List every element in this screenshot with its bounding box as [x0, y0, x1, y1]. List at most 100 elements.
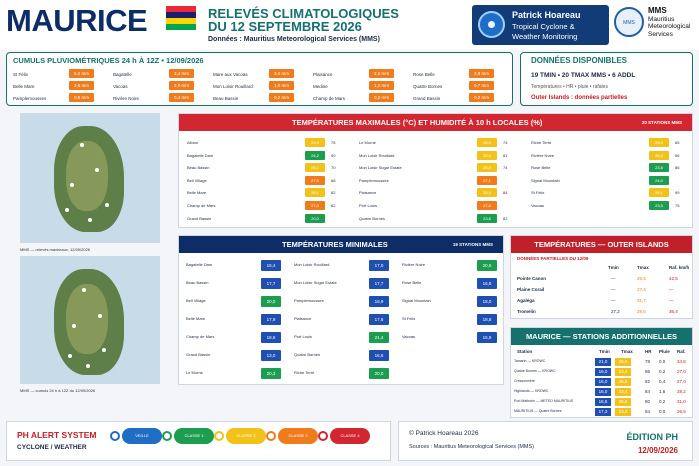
rain-station-name: Plaisance [313, 72, 333, 77]
rain-station-name: Mon Loisir Rouillard [213, 84, 253, 89]
outer-partial: DONNÉES PARTIELLES DU 12/09 [517, 256, 589, 261]
addl-tmax: 23,4 [615, 368, 631, 376]
map-tmax-caption: MMS — relevés maximaux, 12/09/2026 [20, 247, 91, 252]
outer-tmax: 31,7 [637, 298, 646, 303]
addl-tmax: 23,2 [615, 408, 631, 416]
addl-station-name: Quatre Bornes — KROWC [514, 369, 556, 373]
tmin-value: 17,7 [261, 278, 281, 289]
tmax-row: Belle Mare 26,1 82 [187, 188, 352, 198]
tmax-station-name: Port Louis [359, 203, 378, 208]
tmax-value: 26,1 [305, 188, 325, 198]
map-tmax [20, 113, 160, 243]
alert-level-badge: CLASSE 1 [174, 428, 214, 444]
alert-level-badge: CLASSE 3 [278, 428, 318, 444]
addl-tmin: 16,0 [595, 388, 611, 396]
rain-station-name: Champ de Mars [313, 96, 346, 101]
addl-row: Highlands — KROWC 16,0 23,4 84 1,6 28,2 [511, 388, 692, 397]
alert-level-icon [318, 431, 328, 441]
tmax-station-name: Pamplemousses [359, 177, 389, 183]
tmax-value: 27,6 [477, 201, 497, 210]
tmax-station-name: St Félix [531, 190, 545, 196]
humidity-value: 75 [675, 203, 680, 208]
map-rain [20, 256, 160, 384]
alert-level-icon [266, 431, 276, 441]
addl-hr: 80 [645, 399, 651, 404]
tmax-row: Champ de Mars 27,0 62 [187, 201, 352, 210]
outer-col-header: Raf. km/h [669, 265, 690, 270]
addl-raf: 27,0 [677, 369, 686, 374]
tmin-row: Grand Bassin 13,0 [186, 350, 286, 362]
humidity-value: 74 [503, 140, 508, 145]
tmin-station-name: St Félix [402, 316, 416, 321]
tmin-station-name: Port Louis [294, 334, 313, 339]
rain-item: Quatre Bornes 0,7 mm [413, 81, 508, 91]
outer-row: Pointe Canon — 26,5 42,5 [511, 275, 692, 284]
tmin-station-name: Bagatelle Dam [186, 262, 213, 267]
humidity-value: 75 [331, 140, 336, 145]
tmin-station-name: Pamplemousses [294, 298, 324, 303]
addl-station-name: Highlands — KROWC [514, 389, 549, 393]
addl-tmin: 16,5 [595, 398, 611, 406]
addl-tmax: 25,0 [615, 378, 631, 386]
rain-item: Rose Belle 2,8 mm [413, 69, 508, 79]
rain-station-name: Mare aux Vacoas [213, 72, 248, 77]
addl-tmax: 23,4 [615, 388, 631, 396]
outer-tmin: 27,2 [611, 309, 620, 314]
outer-col-header: Tmin [608, 265, 619, 270]
tmin-row: Belle Mare 17,9 [186, 314, 286, 326]
mms-logo: MMS MMS Mauritius Meteorological Service… [612, 3, 697, 47]
rain-item: Rivière Noire 0,4 mm [113, 93, 208, 103]
tmax-row: Pamplemousses 27,1 [359, 175, 524, 185]
addl-row: Tamarin — KROWC 21,0 25,8 78 0,0 34,8 [511, 358, 692, 367]
outer-header-row: Tmin Tmax Raf. km/h [511, 264, 692, 273]
rain-item: Belle Mare 2,6 mm [13, 81, 108, 91]
tmin-station-name: Mon Loisir Sugar Estate [294, 280, 337, 285]
disponibles-note: Outer Islands : données partielles [531, 95, 628, 101]
rain-item: Champ de Mars 0,2 mm [313, 93, 408, 103]
tmin-row: Mon Loisir Rouillard 17,0 [294, 260, 394, 272]
addl-row: Port Mathurin — METEO MAURITIUS 16,5 25,6 8… [511, 398, 692, 407]
tmin-value: 20,0 [369, 368, 389, 379]
tmin-station-name: Rivière Noire [402, 262, 426, 267]
alert-level-icon [162, 431, 172, 441]
tmin-row: St Félix 18,8 [402, 314, 502, 326]
rain-value: 0,5 mm [69, 93, 94, 102]
rain-station-name: Grand Bassin [413, 96, 441, 101]
alert-level-icon [214, 431, 224, 441]
outer-row: Tromelin 27,2 28,6 36,4 [511, 308, 692, 317]
humidity-value: 74 [503, 165, 508, 171]
tmax-row: Albion 25,0 75 [187, 138, 352, 147]
addl-tmax: 25,6 [615, 398, 631, 406]
addl-tmax: 25,8 [615, 358, 631, 366]
cyclone-icon [478, 11, 505, 38]
tmax-row: Vacoas 23,5 75 [531, 201, 696, 210]
addl-col-header: Pluie [659, 349, 670, 354]
rain-item: Grand Bassin 0,2 mm [413, 93, 508, 103]
alert-level-icon [110, 431, 120, 441]
outer-row: Agaléga — 31,7 — [511, 297, 692, 306]
tmin-value: 17,9 [261, 314, 281, 325]
tmax-value: 25,1 [649, 188, 669, 198]
tmin-station-name: Champ de Mars [186, 334, 215, 339]
page-title: MAURICE [6, 3, 148, 38]
tmin-value: 15,4 [261, 260, 281, 271]
tmax-value: 25,2 [305, 163, 325, 173]
tmin-station-name: Signal Mountain [402, 298, 431, 303]
outer-tmax: 27,4 [637, 287, 646, 292]
tmax-value: 26,4 [649, 138, 669, 147]
tmax-value: 27,0 [305, 201, 325, 210]
outer-station-name: Tromelin [517, 309, 536, 314]
rain-value: 0,7 mm [469, 81, 494, 90]
humidity-value: 65 [675, 140, 680, 145]
tmax-row: St Félix 25,1 99 [531, 188, 696, 198]
outer-tmin: — [611, 287, 616, 292]
rain-value: 1,0 mm [369, 81, 394, 90]
addl-station-name: Port Mathurin — METEO MAURITIUS [514, 399, 574, 403]
alert-level-badge: VEILLE [122, 428, 162, 444]
tmin-station-name: Rose Belle [402, 280, 422, 285]
outer-tmin: — [611, 298, 616, 303]
addl-row: Quatre Bornes — KROWC 16,0 23,4 86 0,2 27,0 [511, 368, 692, 377]
tmax-header: TEMPÉRATURES MAXIMALES (°C) ET HUMIDITÉ … [179, 114, 692, 131]
tmax-row: Quatre Bornes 23,6 82 [359, 213, 524, 223]
tmin-row: Vacoas 15,9 [402, 332, 502, 344]
